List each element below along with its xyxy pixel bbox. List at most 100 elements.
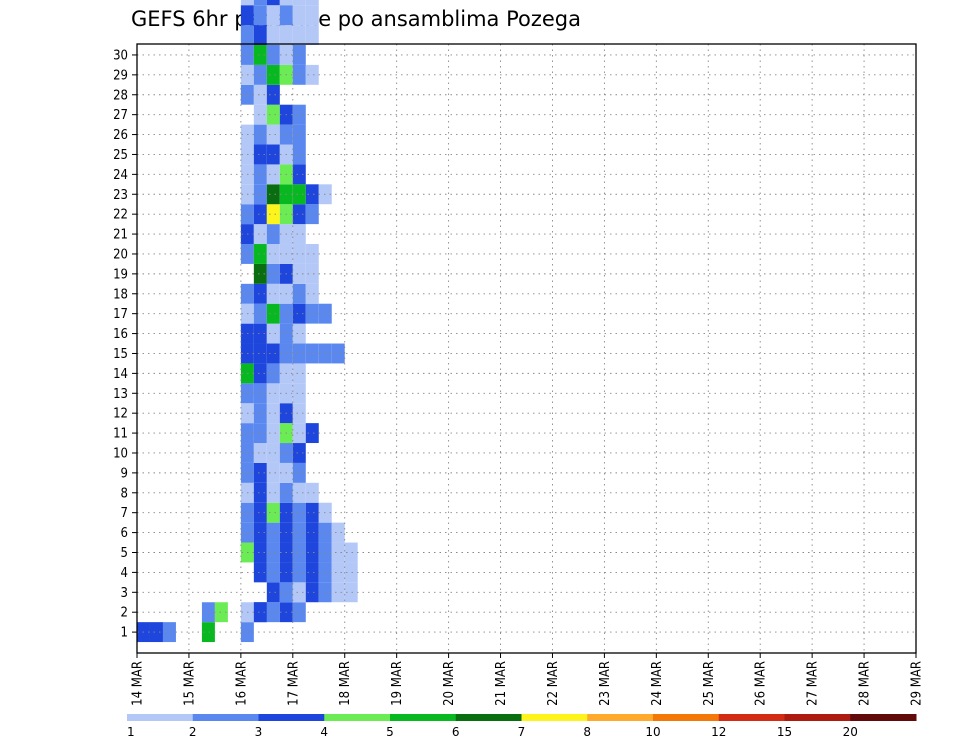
heatmap-cell [331,522,345,543]
legend-swatch [718,714,785,721]
y-tick-label: 24 [113,168,128,183]
legend-swatch [653,714,720,721]
plot-frame [136,43,917,654]
heatmap-cell [292,204,306,225]
heatmap-cell [266,5,280,26]
y-tick-label: 12 [113,407,128,422]
heatmap-cell [253,343,267,364]
heatmap-cell [266,244,280,264]
heatmap-cell [344,542,358,563]
heatmap-cell [266,482,280,503]
y-tick-label: 26 [113,128,128,143]
y-tick-label: 3 [121,586,128,601]
legend-swatch [455,714,522,721]
x-tick-label: 26 MAR [754,661,769,706]
y-tick-label: 29 [113,68,128,83]
heatmap-cell [292,144,306,165]
heatmap-cell [292,263,306,284]
legend-swatch [258,714,325,721]
y-tick-label: 4 [121,566,128,581]
legend-break-label: 3 [255,725,263,739]
heatmap-cell [305,283,319,304]
heatmap-cell [253,522,267,543]
heatmap-cell [240,0,254,6]
heatmap-cell [292,582,306,603]
y-tick-label: 8 [121,486,128,501]
heatmap-cell [331,343,345,364]
heatmap-cell [253,5,267,26]
x-axis-ticks: 14 MAR 15 MAR 16 MAR 17 MAR 18 MAR 19 MAR 20 M… [131,653,925,706]
x-tick-label: 28 MAR [858,661,873,706]
heatmap-cell [292,502,306,523]
legend-break-label: 12 [711,725,726,739]
heatmap-cell [266,124,280,145]
heatmap-cell [292,363,306,384]
heatmap-cell [305,423,319,444]
x-tick-label: 19 MAR [390,661,405,706]
heatmap-cell [292,184,306,205]
heatmap-cell [253,383,267,404]
heatmap-cell [266,462,280,483]
heatmap-cell [253,502,267,523]
heatmap-cell [253,144,267,165]
heatmap-cell [305,502,319,523]
legend-swatch [127,714,194,721]
heatmap-cell [253,184,267,205]
x-tick-label: 14 MAR [131,661,146,706]
heatmap-cell [266,0,280,6]
y-tick-label: 27 [113,108,128,123]
heatmap-cell [253,423,267,444]
x-tick-label: 16 MAR [234,661,249,706]
heatmap-cell [253,602,267,623]
heatmap-cell [331,562,345,583]
heatmap-cell [266,602,280,623]
y-tick-label: 15 [113,347,128,362]
heatmap-cell [266,443,280,463]
heatmap-cell [266,104,280,125]
heatmap-cell [162,622,176,643]
heatmap-cell [253,25,267,45]
y-tick-label: 20 [113,247,128,262]
legend-break-label: 2 [189,725,197,739]
x-tick-label: 15 MAR [182,661,197,706]
heatmap-cell [253,303,267,324]
heatmap-cell [214,602,228,623]
heatmap-cell [266,224,280,245]
heatmap-cell [253,323,267,344]
heatmap-cell [253,224,267,245]
x-tick-label: 29 MAR [910,661,925,706]
y-axis-ticks: 1234567891011121314151617181920212223242… [113,48,137,641]
heatmap-cell [292,522,306,543]
y-tick-label: 13 [113,387,128,402]
heatmap-cells [137,0,358,643]
heatmap-cell [253,104,267,125]
y-tick-label: 19 [113,267,128,282]
heatmap-cell [305,64,319,85]
heatmap-cell [266,164,280,185]
heatmap-cell [266,403,280,424]
legend-swatch [521,714,588,721]
heatmap-cell [266,522,280,543]
y-tick-label: 22 [113,208,128,223]
y-tick-label: 23 [113,188,128,203]
x-tick-label: 22 MAR [546,661,561,706]
heatmap-cell [266,582,280,603]
heatmap-cell [266,502,280,523]
y-tick-label: 11 [113,427,128,442]
heatmap-cell [305,0,319,6]
heatmap-cell [266,323,280,344]
heatmap-cell [279,0,293,6]
heatmap-cell [266,363,280,384]
legend-break-label: 8 [583,725,591,739]
heatmap-cell [305,562,319,583]
heatmap-cell [292,443,306,463]
legend-break-label: 15 [777,725,792,739]
legend-swatch [587,714,654,721]
y-tick-label: 5 [121,546,128,561]
heatmap-cell [305,5,319,26]
x-tick-label: 18 MAR [338,661,353,706]
heatmap-cell [279,25,293,45]
legend-swatch [784,714,851,721]
heatmap-cell [149,622,163,643]
heatmap-cell [253,542,267,563]
